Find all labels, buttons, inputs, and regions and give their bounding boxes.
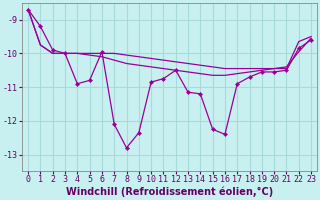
X-axis label: Windchill (Refroidissement éolien,°C): Windchill (Refroidissement éolien,°C)	[66, 187, 273, 197]
